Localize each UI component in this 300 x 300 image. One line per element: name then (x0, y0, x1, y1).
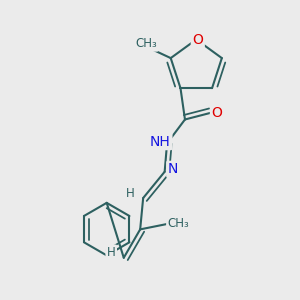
Text: H: H (126, 187, 135, 200)
Text: O: O (212, 106, 222, 120)
Text: CH₃: CH₃ (167, 218, 189, 230)
Text: CH₃: CH₃ (135, 37, 157, 50)
Text: N: N (168, 162, 178, 176)
Text: NH: NH (150, 135, 171, 148)
Text: H: H (107, 246, 116, 259)
Text: O: O (192, 32, 203, 46)
